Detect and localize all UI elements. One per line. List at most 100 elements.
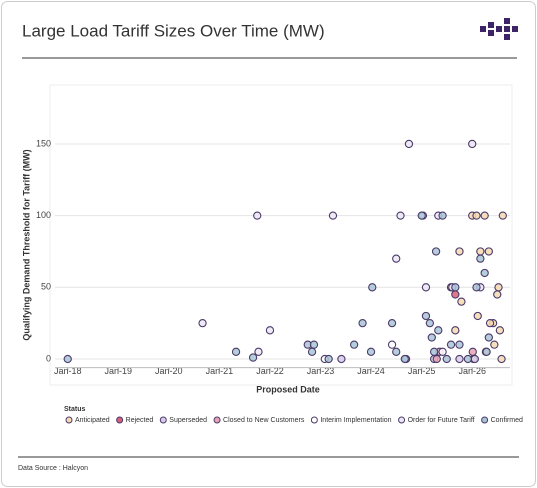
source: Data Source : Halcyon: [18, 465, 88, 472]
point: [425, 319, 435, 328]
x-tick-label: Jan-21: [206, 366, 234, 376]
point: [400, 354, 409, 364]
point: [387, 340, 397, 349]
point: [392, 347, 401, 356]
legend-marker: [65, 416, 73, 424]
legend-marker: [159, 416, 167, 424]
point: [265, 326, 275, 335]
point: [404, 139, 414, 149]
point: [497, 354, 506, 364]
point: [337, 354, 346, 364]
point: [472, 211, 481, 220]
series: [63, 211, 493, 364]
legend-label: Anticipated: [75, 417, 110, 424]
y-axis-label: Qualifying Demand Threshold for Tariff (…: [21, 149, 31, 340]
point: [248, 353, 258, 362]
legend-marker: [398, 416, 406, 424]
point: [392, 254, 401, 263]
point: [494, 283, 503, 292]
point: [476, 254, 485, 263]
y-tick-label: 100: [36, 210, 51, 220]
point: [451, 326, 460, 335]
logo: [480, 18, 518, 40]
point: [468, 347, 477, 356]
point: [455, 247, 464, 256]
legend-label: Order for Future Tariff: [408, 417, 475, 424]
series: [451, 290, 460, 299]
x-tick-label: Jan-25: [408, 366, 436, 376]
point: [349, 340, 359, 349]
point: [485, 319, 495, 328]
point: [451, 290, 460, 299]
plot-frame: [49, 84, 513, 386]
point: [324, 354, 333, 364]
point: [368, 283, 377, 292]
point: [442, 354, 451, 364]
point: [468, 139, 477, 149]
x-tick-label: Jan-24: [357, 366, 385, 376]
point: [253, 211, 262, 220]
x-tick-label: Jan-20: [155, 366, 183, 376]
legend-marker: [116, 416, 124, 424]
point: [451, 283, 460, 292]
point: [446, 340, 456, 349]
point: [198, 319, 207, 328]
legend-label: Interim Implementation: [320, 417, 391, 424]
point: [438, 347, 447, 356]
point: [482, 347, 491, 356]
point: [480, 268, 489, 278]
x-axis-label: Proposed Date: [256, 384, 320, 394]
point: [472, 283, 481, 292]
point: [429, 347, 439, 356]
point: [434, 326, 443, 335]
point: [328, 211, 338, 220]
point: [473, 311, 482, 321]
point: [480, 211, 489, 220]
y-tick-label: 50: [41, 282, 51, 292]
legend-marker: [310, 416, 318, 424]
x-tick-label: Jan-22: [256, 366, 284, 376]
x-tick-label: Jan-18: [54, 366, 82, 376]
point: [495, 326, 505, 335]
point: [490, 340, 499, 349]
point: [421, 283, 431, 292]
legend-label: Rejected: [126, 417, 154, 424]
point: [470, 354, 479, 364]
legend-label: Superseded: [169, 417, 207, 424]
y-tick-label: 0: [46, 353, 51, 363]
legend-label: Confirmed: [491, 417, 523, 424]
x-tick-label: Jan-19: [104, 366, 132, 376]
legend-marker: [213, 416, 221, 424]
point: [457, 297, 466, 306]
y-tick-label: 150: [36, 138, 51, 148]
point: [484, 333, 493, 342]
legend-label: Closed to New Customers: [223, 417, 305, 424]
point: [463, 354, 473, 364]
point: [421, 311, 431, 321]
point: [427, 333, 436, 342]
x-tick-label: Jan-23: [307, 366, 335, 376]
point: [358, 319, 367, 328]
point: [63, 354, 72, 364]
chart-title: Large Load Tariff Sizes Over Time (MW): [22, 21, 325, 40]
point: [309, 340, 319, 349]
point: [431, 247, 441, 256]
point: [484, 247, 493, 256]
point: [455, 340, 464, 349]
point: [432, 354, 441, 364]
point: [231, 347, 241, 356]
point: [493, 290, 502, 299]
point: [254, 347, 263, 356]
point: [476, 247, 485, 256]
legend-marker: [481, 416, 489, 424]
point: [498, 211, 507, 220]
point: [366, 347, 376, 356]
legend-title: Status: [64, 406, 86, 413]
point: [396, 211, 405, 220]
x-tick-label: Jan-26: [458, 366, 486, 376]
point: [455, 354, 464, 364]
point: [307, 347, 317, 356]
